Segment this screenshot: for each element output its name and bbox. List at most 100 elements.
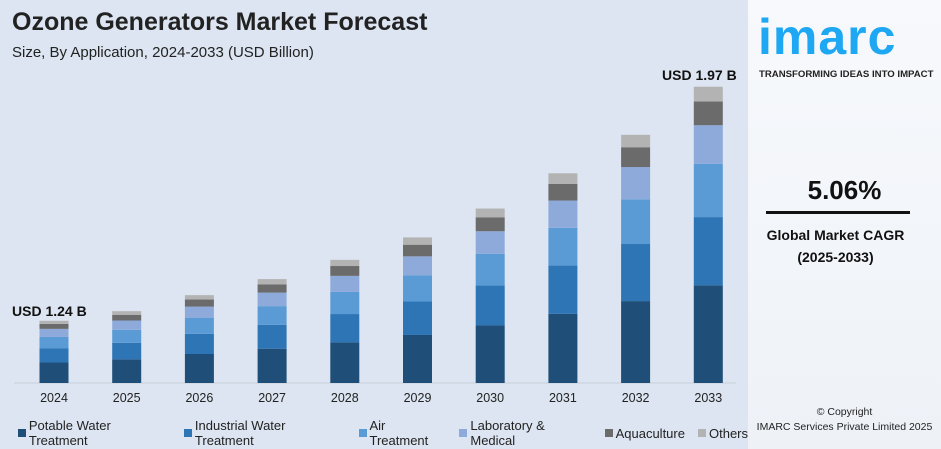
- bar-segment-2028-3: [330, 275, 360, 292]
- bar-segment-2027-2: [257, 306, 287, 325]
- legend-item: Potable Water Treatment: [18, 418, 171, 448]
- cagr-label: Global Market CAGR (2025-2033): [748, 224, 923, 268]
- x-tick-label: 2026: [185, 391, 213, 405]
- chart-panel: Ozone Generators Market Forecast Size, B…: [12, 8, 748, 448]
- imarc-logo: imarc: [758, 9, 897, 65]
- bar-segment-2030-2: [475, 253, 505, 286]
- copyright-line2: IMARC Services Private Limited 2025: [756, 421, 933, 433]
- bar-segment-2027-4: [257, 284, 287, 293]
- cagr-value: 5.06%: [807, 175, 882, 205]
- x-tick-label: 2027: [258, 391, 286, 405]
- legend-label: Others: [708, 425, 748, 441]
- legend-swatch: [697, 429, 706, 437]
- legend-label: Potable Water Treatment: [28, 418, 111, 448]
- bar-segment-2029-2: [403, 275, 432, 302]
- bar-segment-2031-1: [548, 265, 578, 314]
- bar-segment-2027-1: [257, 324, 287, 349]
- bar-segment-2033-0: [693, 285, 723, 383]
- legend-item: Others: [697, 418, 748, 448]
- bar-segment-2029-1: [403, 301, 432, 335]
- bar-segment-2028-5: [330, 259, 360, 267]
- bar-segment-2025-5: [112, 311, 142, 315]
- bar-segment-2032-0: [621, 301, 651, 383]
- bar-segment-2025-4: [112, 314, 142, 321]
- legend-swatch: [604, 429, 613, 437]
- bar-segment-2031-4: [548, 183, 578, 201]
- legend-swatch: [18, 429, 26, 437]
- x-tick-label: 2031: [549, 391, 577, 405]
- cagr-label-line2: (2025-2033): [797, 249, 874, 265]
- x-tick-label: 2030: [476, 391, 504, 405]
- legend-item: Laboratory & Medical: [459, 418, 591, 448]
- bar-segment-2030-1: [475, 285, 505, 326]
- bar-segment-2025-2: [112, 329, 142, 343]
- bar-segment-2027-3: [257, 292, 287, 307]
- bar-segment-2031-0: [548, 313, 578, 383]
- x-tick-label: 2025: [113, 391, 141, 405]
- bar-segment-2029-5: [403, 237, 432, 245]
- bar-segment-2031-5: [548, 173, 578, 184]
- legend-item: Air Treatment: [358, 418, 447, 448]
- annotation-first: USD 1.24 B: [12, 303, 87, 319]
- bar-segment-2033-5: [693, 86, 723, 102]
- legend-label: Aquaculture: [615, 425, 685, 441]
- bar-segment-2027-0: [257, 348, 287, 383]
- divider: [766, 211, 910, 214]
- bar-segment-2024-4: [39, 323, 69, 329]
- bar-segment-2029-0: [403, 334, 432, 383]
- cagr-label-line1: Global Market CAGR: [766, 227, 905, 243]
- bar-segment-2025-3: [112, 320, 142, 330]
- bar-segment-2024-5: [39, 320, 69, 324]
- bar-segment-2026-4: [184, 299, 214, 307]
- annotation-last: USD 1.97 B: [662, 67, 737, 83]
- bar-segment-2028-0: [330, 342, 360, 383]
- legend-item: Aquaculture: [604, 418, 685, 448]
- copyright-line1: © Copyright: [816, 406, 873, 418]
- legend-swatch: [184, 429, 192, 437]
- x-tick-label: 2024: [40, 391, 68, 405]
- bar-segment-2026-2: [184, 317, 214, 334]
- legend-label: Air Treatment: [369, 418, 429, 448]
- bar-segment-2032-1: [621, 244, 651, 302]
- tagline: TRANSFORMING IDEAS INTO IMPACT: [759, 69, 934, 80]
- legend-swatch: [459, 429, 468, 437]
- bar-segment-2033-2: [693, 163, 723, 218]
- x-tick-label: 2032: [622, 391, 650, 405]
- bar-segment-2032-2: [621, 199, 651, 245]
- bar-segment-2030-3: [475, 231, 505, 254]
- bar-segment-2033-4: [693, 101, 723, 126]
- bar-segment-2026-3: [184, 306, 214, 318]
- bar-segment-2026-1: [184, 333, 214, 355]
- legend-label: Laboratory & Medical: [470, 418, 545, 448]
- copyright: © Copyright IMARC Services Private Limit…: [748, 405, 941, 435]
- bar-segment-2033-3: [693, 125, 723, 164]
- info-panel: imarc TRANSFORMING IDEAS INTO IMPACT 5.0…: [748, 0, 941, 449]
- bar-segment-2024-1: [39, 348, 69, 363]
- bar-segment-2030-4: [475, 217, 505, 232]
- legend-label: Industrial Water Treatment: [194, 418, 286, 448]
- bar-segment-2024-2: [39, 336, 69, 349]
- bar-segment-2028-1: [330, 314, 360, 343]
- stacked-bar-chart: 2024 2025 2026 2027 2028 2029 2030 2031 2032 2033…: [12, 67, 737, 405]
- bar-segment-2029-4: [403, 244, 432, 257]
- bar-segment-2033-1: [693, 217, 723, 286]
- bar-segment-2025-1: [112, 342, 142, 360]
- bar-segment-2024-3: [39, 328, 69, 337]
- bar-segment-2030-5: [475, 208, 505, 218]
- bar-segment-2025-0: [112, 359, 142, 383]
- bar-segment-2030-0: [475, 325, 505, 383]
- bar-segment-2032-5: [621, 134, 651, 148]
- x-tick-label: 2033: [694, 391, 722, 405]
- x-tick-label: 2029: [404, 391, 432, 405]
- bar-segment-2027-5: [257, 279, 287, 285]
- bar-segment-2028-2: [330, 291, 360, 315]
- bar-segment-2026-0: [184, 354, 214, 383]
- bar-segment-2031-2: [548, 227, 578, 266]
- legend-item: Industrial Water Treatment: [184, 418, 346, 448]
- x-tick-label: 2028: [331, 391, 359, 405]
- bar-segment-2032-3: [621, 167, 651, 200]
- chart-subtitle: Size, By Application, 2024-2033 (USD Bil…: [12, 44, 314, 61]
- bar-segment-2026-5: [184, 295, 214, 300]
- bar-segment-2031-3: [548, 200, 578, 228]
- chart-title: Ozone Generators Market Forecast: [12, 8, 428, 36]
